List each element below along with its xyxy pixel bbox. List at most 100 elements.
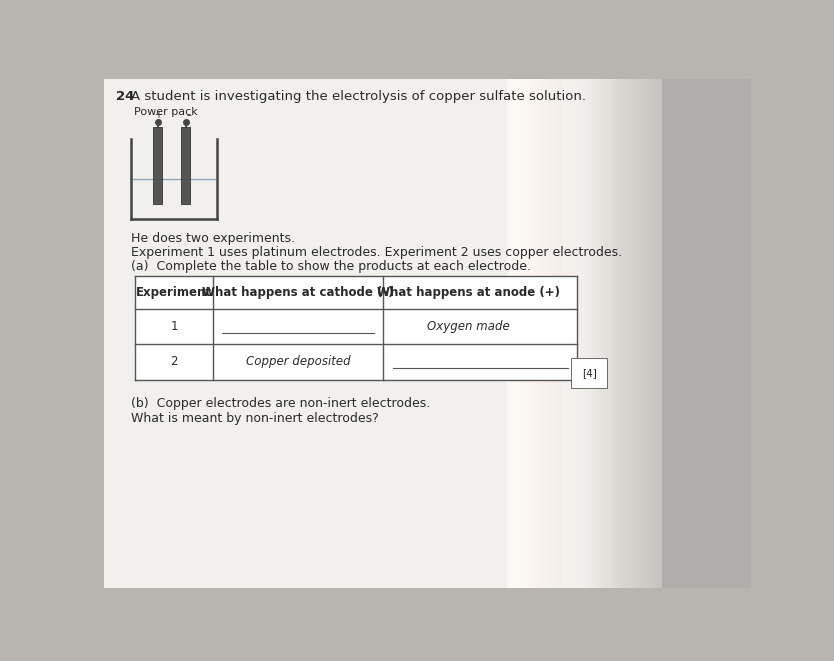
- Bar: [578, 79, 580, 588]
- Bar: [583, 79, 584, 588]
- Bar: [586, 79, 587, 588]
- Bar: [566, 79, 567, 588]
- Bar: [695, 79, 696, 588]
- Bar: [701, 79, 702, 588]
- Bar: [606, 79, 607, 588]
- Bar: [576, 79, 577, 588]
- Bar: [652, 79, 654, 588]
- Bar: [581, 79, 582, 588]
- Bar: [699, 79, 701, 588]
- Text: –: –: [187, 110, 191, 120]
- Bar: [681, 79, 683, 588]
- Text: Oxygen made: Oxygen made: [427, 320, 510, 333]
- Bar: [610, 79, 612, 588]
- Bar: [521, 79, 522, 588]
- Bar: [536, 79, 537, 588]
- Bar: [531, 79, 533, 588]
- Bar: [714, 79, 716, 588]
- Bar: [713, 79, 714, 588]
- Bar: [587, 79, 589, 588]
- Bar: [593, 79, 595, 588]
- Bar: [573, 79, 574, 588]
- Bar: [575, 79, 576, 588]
- Bar: [600, 79, 601, 588]
- Bar: [605, 79, 606, 588]
- Bar: [613, 79, 614, 588]
- Bar: [537, 79, 539, 588]
- Bar: [619, 79, 620, 588]
- Bar: [563, 79, 565, 588]
- Bar: [639, 79, 640, 588]
- Bar: [675, 79, 676, 588]
- Bar: [666, 79, 668, 588]
- Bar: [135, 276, 577, 379]
- Bar: [662, 79, 751, 588]
- Bar: [591, 79, 592, 588]
- Bar: [658, 79, 660, 588]
- Bar: [540, 79, 541, 588]
- Bar: [739, 79, 740, 588]
- Bar: [734, 79, 735, 588]
- Bar: [655, 79, 656, 588]
- Bar: [601, 79, 603, 588]
- Bar: [586, 79, 587, 588]
- Bar: [583, 79, 584, 588]
- Bar: [706, 79, 707, 588]
- Bar: [528, 79, 530, 588]
- Bar: [608, 79, 610, 588]
- Bar: [686, 79, 687, 588]
- Bar: [553, 79, 554, 588]
- Bar: [608, 79, 609, 588]
- Bar: [574, 79, 575, 588]
- Bar: [692, 79, 693, 588]
- Bar: [591, 79, 592, 588]
- Bar: [584, 79, 585, 588]
- Bar: [687, 79, 689, 588]
- Bar: [645, 79, 646, 588]
- Bar: [566, 79, 568, 588]
- Bar: [735, 79, 736, 588]
- Bar: [640, 79, 641, 588]
- Text: What happens at cathode (–): What happens at cathode (–): [202, 286, 394, 299]
- Bar: [663, 79, 664, 588]
- Bar: [723, 79, 725, 588]
- Bar: [568, 79, 569, 588]
- Bar: [580, 79, 581, 588]
- Bar: [515, 79, 516, 588]
- Bar: [595, 79, 596, 588]
- Bar: [722, 79, 723, 588]
- Bar: [604, 79, 605, 588]
- Bar: [696, 79, 698, 588]
- Text: A student is investigating the electrolysis of copper sulfate solution.: A student is investigating the electroly…: [132, 90, 586, 103]
- Bar: [708, 79, 710, 588]
- Bar: [560, 79, 562, 588]
- Bar: [590, 79, 591, 588]
- Bar: [637, 79, 639, 588]
- Bar: [668, 79, 669, 588]
- Bar: [656, 79, 657, 588]
- Text: What happens at anode (+): What happens at anode (+): [377, 286, 560, 299]
- Bar: [614, 79, 615, 588]
- Bar: [598, 79, 599, 588]
- Bar: [557, 79, 559, 588]
- Bar: [597, 79, 598, 588]
- Bar: [534, 79, 535, 588]
- Bar: [510, 79, 512, 588]
- Bar: [563, 79, 565, 588]
- Bar: [705, 79, 706, 588]
- Bar: [584, 79, 585, 588]
- Text: 24: 24: [116, 90, 134, 103]
- Bar: [611, 79, 613, 588]
- Bar: [520, 79, 521, 588]
- Bar: [624, 79, 625, 588]
- Bar: [641, 79, 642, 588]
- Bar: [683, 79, 684, 588]
- Bar: [630, 79, 631, 588]
- Bar: [556, 79, 557, 588]
- Bar: [559, 79, 560, 588]
- Bar: [610, 79, 611, 588]
- Bar: [516, 79, 518, 588]
- Bar: [628, 79, 630, 588]
- Bar: [620, 79, 621, 588]
- Bar: [601, 79, 602, 588]
